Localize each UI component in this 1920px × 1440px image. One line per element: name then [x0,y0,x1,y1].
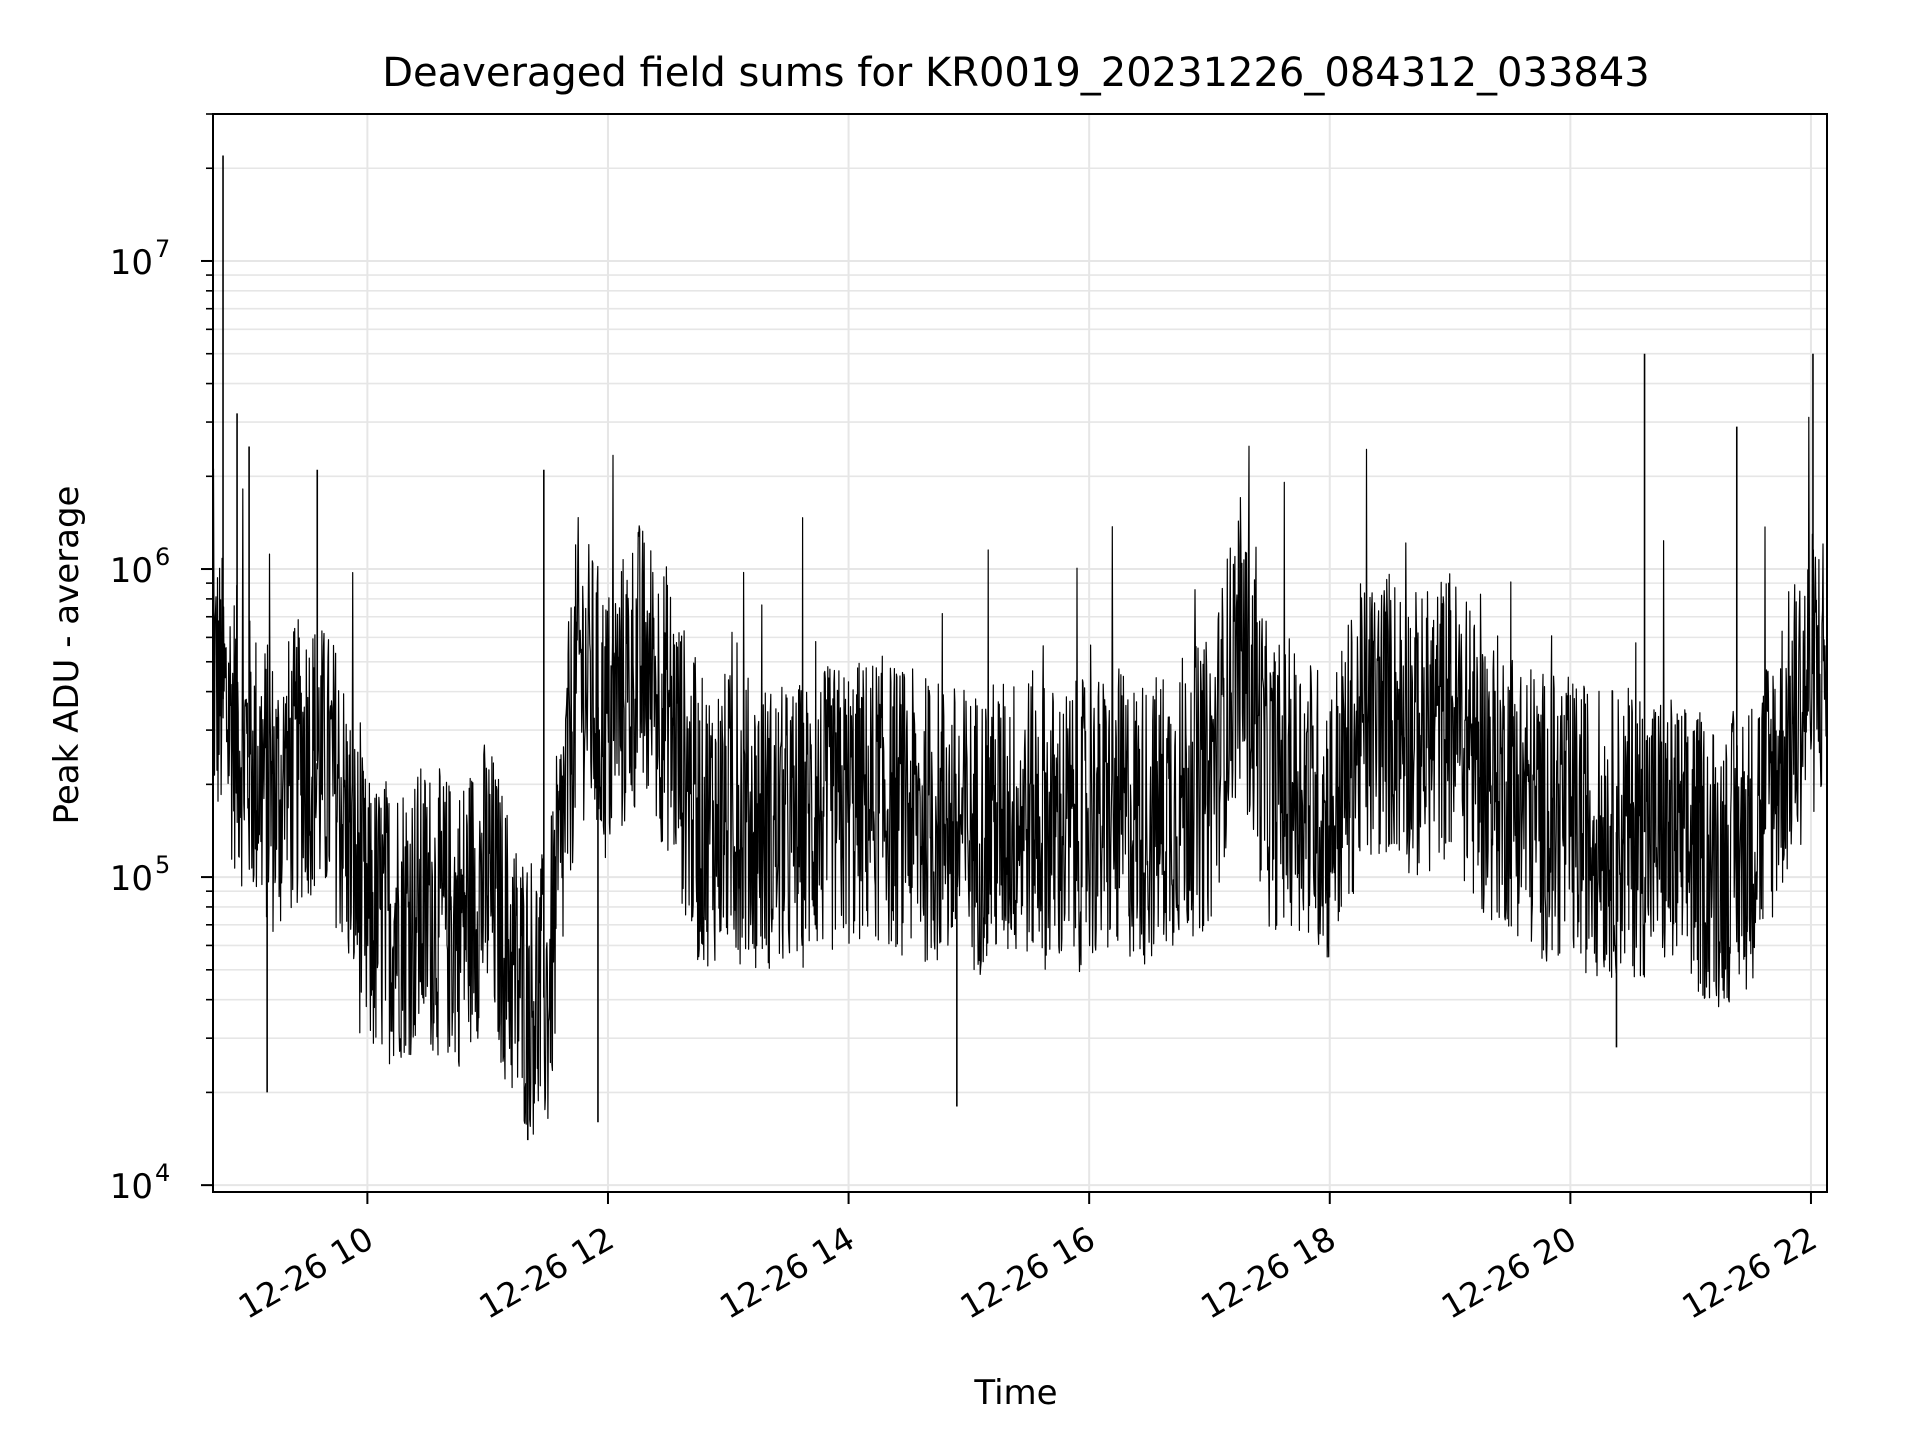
y-tick-label: 10 [110,1167,153,1207]
y-tick-exponent: 5 [155,851,170,879]
plot-frame [212,113,1828,1193]
y-tick-exponent: 6 [155,543,170,571]
y-tick-label: 10 [110,551,153,591]
y-tick-exponent: 4 [155,1159,170,1187]
chart-title: Deaveraged field sums for KR0019_2023122… [382,50,1650,96]
y-tick-label: 10 [110,859,153,899]
series-line [212,416,1828,1135]
y-tick-label: 10 [110,243,153,283]
x-axis-label: Time [973,1373,1057,1413]
y-axis-label: Peak ADU - average [47,486,87,825]
y-tick-exponent: 7 [155,235,170,263]
series-group [212,155,1828,1141]
